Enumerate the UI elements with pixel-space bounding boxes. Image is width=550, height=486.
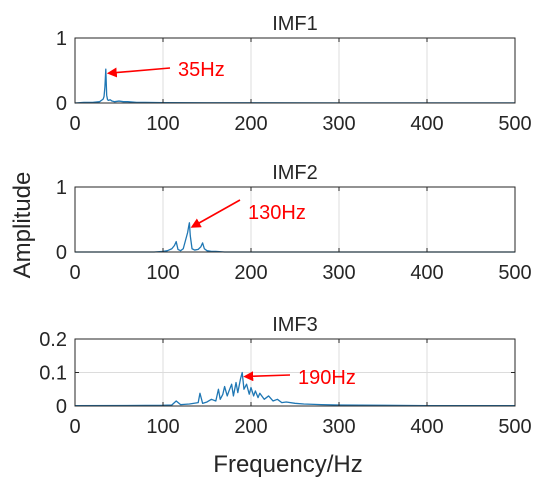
series-line-1 [74, 371, 515, 407]
x-tick-label: 100 [146, 262, 179, 284]
annotation-label: 130Hz [248, 202, 306, 224]
subplot-title: IMF1 [272, 13, 318, 35]
x-tick-label: 400 [410, 113, 443, 135]
axes-frame [74, 186, 516, 253]
subplot-3: 0 100 200 300 400 500 0 0.1 0.2 IMF3 190Hz [39, 314, 532, 438]
x-axis-label: Frequency/Hz [213, 451, 362, 478]
x-tick-label: 400 [410, 416, 443, 438]
annotation-arrow [106, 67, 171, 78]
x-tick-label: 200 [234, 113, 267, 135]
y-tick-label: 0.2 [39, 329, 67, 351]
y-tick-label: 1 [56, 28, 67, 50]
x-tick-label: 300 [322, 262, 355, 284]
x-tick-label: 400 [410, 262, 443, 284]
y-tick-label: 1 [56, 177, 67, 199]
annotation-arrow [190, 199, 241, 228]
subplot-title: IMF2 [272, 162, 318, 184]
y-tick-label: 0 [56, 396, 67, 418]
y-tick-label: 0 [56, 242, 67, 264]
annotation-arrow [243, 371, 291, 382]
x-tick-label: 0 [69, 113, 80, 135]
x-tick-label: 0 [69, 416, 80, 438]
x-tick-label: 300 [322, 113, 355, 135]
x-tick-label: 500 [498, 262, 531, 284]
x-tick-label: 500 [498, 416, 531, 438]
annotation-label: 35Hz [178, 59, 225, 81]
y-axis-label: Amplitude [9, 172, 36, 279]
series-line-1 [74, 68, 515, 104]
x-tick-label: 100 [146, 113, 179, 135]
y-tick-label: 0.1 [39, 363, 67, 385]
subplot-1: 0 100 200 300 400 500 0 1 IMF1 35Hz [56, 13, 532, 135]
subplot-2: 0 100 200 300 400 500 0 1 IMF2 130Hz [56, 162, 532, 284]
y-tick-label: 0 [56, 93, 67, 115]
x-tick-label: 0 [69, 262, 80, 284]
subplot-title: IMF3 [272, 314, 318, 336]
x-tick-label: 200 [234, 262, 267, 284]
x-tick-label: 100 [146, 416, 179, 438]
series-line-1 [75, 222, 515, 253]
annotation-label: 190Hz [298, 367, 356, 389]
x-tick-label: 200 [234, 416, 267, 438]
x-tick-label: 300 [322, 416, 355, 438]
axes-frame [74, 37, 516, 104]
x-tick-label: 500 [498, 113, 531, 135]
